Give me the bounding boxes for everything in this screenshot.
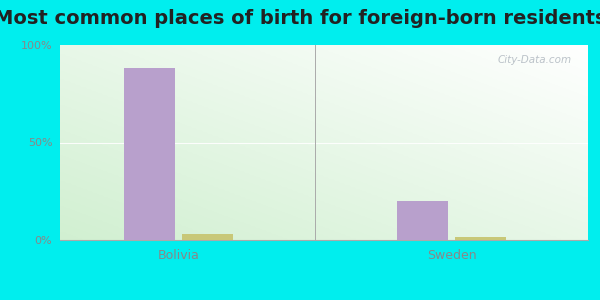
Bar [124,68,175,240]
Bar [397,201,448,240]
Text: Most common places of birth for foreign-born residents: Most common places of birth for foreign-… [0,9,600,28]
Bar [455,237,506,240]
Bar [182,234,233,240]
Text: City-Data.com: City-Data.com [498,55,572,65]
